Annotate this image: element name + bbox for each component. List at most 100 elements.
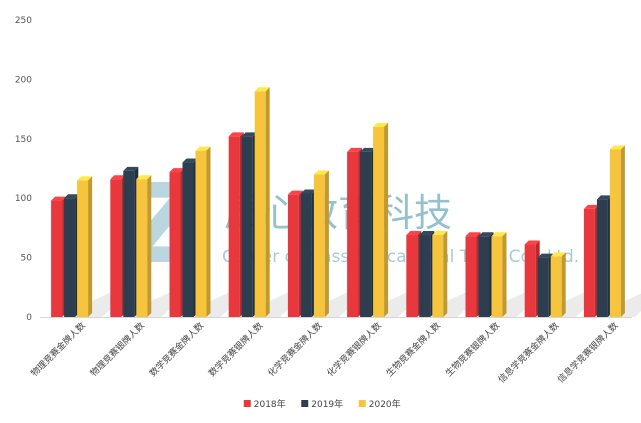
bar-top xyxy=(360,147,376,152)
bar-side xyxy=(265,87,270,317)
bar-face xyxy=(360,151,372,317)
bar-top xyxy=(609,145,625,150)
y-axis: 0 50 100 150 200 250 xyxy=(15,16,32,323)
bar-face xyxy=(537,257,549,317)
x-tick-label: 化学竞赛金牌人数 xyxy=(265,320,324,379)
bar-top xyxy=(313,170,329,175)
bar xyxy=(465,232,481,317)
x-tick-label: 化学竞赛银牌人数 xyxy=(324,320,383,379)
bar xyxy=(254,87,270,317)
bar-side xyxy=(620,145,625,317)
y-tick-label: 100 xyxy=(15,194,32,204)
y-tick-label: 0 xyxy=(26,313,32,323)
bar-side xyxy=(561,252,566,317)
bar-side xyxy=(206,146,211,317)
y-tick-label: 200 xyxy=(15,75,32,85)
bar-face xyxy=(406,235,418,317)
bar xyxy=(77,176,93,317)
bar-face xyxy=(478,236,490,317)
bar-face xyxy=(550,256,562,317)
bar xyxy=(432,231,448,317)
legend: 2018年 2019年 2020年 xyxy=(243,398,401,410)
x-tick-label: 数学竞赛银牌人数 xyxy=(206,320,265,379)
bar-face xyxy=(347,151,359,317)
bar xyxy=(596,195,612,317)
bar-top xyxy=(110,175,126,180)
bar-top xyxy=(432,231,448,236)
bar-top xyxy=(254,87,270,92)
bar xyxy=(228,132,244,317)
bar-side xyxy=(324,170,329,317)
bar-top xyxy=(182,158,198,163)
bar-top xyxy=(524,240,540,245)
bar-top xyxy=(64,194,80,199)
bar-top xyxy=(465,232,481,237)
x-tick-label: 数学竞赛金牌人数 xyxy=(147,320,206,379)
bar xyxy=(110,175,126,317)
bar-face xyxy=(64,198,76,317)
bar xyxy=(300,189,316,317)
bar xyxy=(373,122,389,317)
bar-top xyxy=(347,147,363,152)
bar-face xyxy=(609,149,621,317)
bar-top xyxy=(491,232,507,237)
bar-face xyxy=(287,194,299,317)
bar-face xyxy=(182,162,194,317)
bar xyxy=(360,147,376,317)
bar-face xyxy=(432,235,444,317)
bar xyxy=(195,146,211,317)
bar-face xyxy=(596,199,608,317)
bar-top xyxy=(583,204,599,209)
x-tick-label: 信息学竞赛金牌人数 xyxy=(496,320,562,386)
bar-side xyxy=(384,122,389,317)
x-tick-label: 生物竞赛金牌人数 xyxy=(384,320,443,379)
x-tick-label: 生物竞赛银牌人数 xyxy=(443,320,502,379)
bar-top xyxy=(51,196,67,201)
bar-face xyxy=(313,174,325,317)
bar xyxy=(313,170,329,317)
bar-face xyxy=(419,235,431,317)
bar-top xyxy=(596,195,612,200)
bar xyxy=(136,175,152,317)
x-axis: 物理竞赛金牌人数 物理竞赛银牌人数 数学竞赛金牌人数 数学竞赛银牌人数 化学竞赛金牌人数… xyxy=(28,317,632,386)
bar-face xyxy=(195,150,207,317)
bar-top xyxy=(287,190,303,195)
bar-top xyxy=(77,176,93,181)
legend-label: 2019年 xyxy=(311,398,343,410)
y-tick-label: 50 xyxy=(21,254,33,264)
bar-face xyxy=(51,200,63,317)
y-tick-label: 150 xyxy=(15,135,32,145)
bar-face xyxy=(77,180,89,317)
bar-side xyxy=(88,176,93,317)
bar-top xyxy=(300,189,316,194)
bar-face xyxy=(583,208,595,317)
bar-top xyxy=(241,132,257,137)
bar-top xyxy=(373,122,389,127)
bar xyxy=(491,232,507,317)
bar xyxy=(419,231,435,317)
bar-side xyxy=(502,232,507,317)
bar-top xyxy=(550,252,566,257)
bar-face xyxy=(136,179,148,317)
bar-face xyxy=(110,179,122,317)
bar-face xyxy=(524,244,536,317)
legend-swatch xyxy=(243,400,251,407)
bar-face xyxy=(169,172,181,317)
legend-swatch xyxy=(301,400,309,407)
bar xyxy=(583,204,599,317)
bar xyxy=(123,166,139,317)
bar-side xyxy=(147,175,152,317)
legend-swatch xyxy=(358,400,366,407)
bar-top xyxy=(406,231,422,236)
bar-top xyxy=(169,168,185,173)
bar xyxy=(524,240,540,317)
bar xyxy=(51,196,67,317)
bar-face xyxy=(465,236,477,317)
bar xyxy=(609,145,625,317)
bar xyxy=(169,168,185,317)
bar xyxy=(406,231,422,317)
bar-face xyxy=(123,170,135,317)
bar-top xyxy=(228,132,244,137)
x-tick-label: 信息学竞赛银牌人数 xyxy=(555,320,621,386)
bar xyxy=(182,158,198,317)
